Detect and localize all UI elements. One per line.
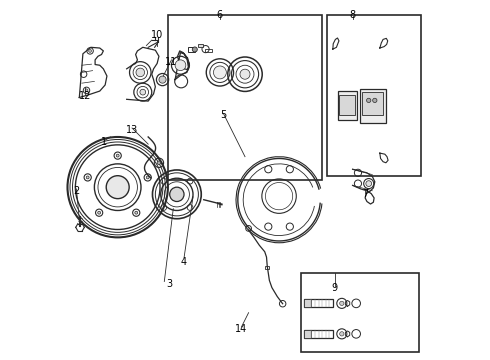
Circle shape bbox=[159, 76, 166, 83]
Text: 11: 11 bbox=[165, 57, 177, 67]
Circle shape bbox=[367, 98, 371, 103]
Circle shape bbox=[192, 47, 197, 52]
Circle shape bbox=[106, 176, 129, 199]
Circle shape bbox=[116, 154, 119, 157]
Text: 6: 6 bbox=[217, 10, 223, 20]
Circle shape bbox=[170, 187, 184, 202]
Circle shape bbox=[214, 66, 226, 79]
Bar bbox=[338, 91, 357, 120]
Circle shape bbox=[89, 49, 92, 52]
Circle shape bbox=[157, 161, 161, 165]
Text: 4: 4 bbox=[181, 257, 187, 267]
Bar bbox=[304, 330, 333, 338]
Bar bbox=[304, 300, 333, 307]
Circle shape bbox=[340, 301, 344, 306]
Bar bbox=[362, 92, 383, 116]
Circle shape bbox=[140, 89, 146, 95]
Circle shape bbox=[340, 332, 344, 336]
Bar bbox=[327, 15, 421, 176]
Circle shape bbox=[373, 98, 377, 103]
Text: 2: 2 bbox=[74, 186, 79, 196]
Text: 1: 1 bbox=[101, 138, 107, 147]
Text: 14: 14 bbox=[235, 324, 247, 334]
Text: 9: 9 bbox=[332, 283, 338, 293]
Bar bbox=[339, 95, 355, 116]
Text: 10: 10 bbox=[151, 30, 163, 40]
Bar bbox=[198, 44, 203, 47]
Circle shape bbox=[175, 60, 186, 71]
Circle shape bbox=[136, 68, 145, 77]
Text: 8: 8 bbox=[349, 10, 356, 20]
Text: 7: 7 bbox=[362, 189, 368, 199]
Bar bbox=[168, 15, 322, 180]
Text: 3: 3 bbox=[167, 279, 173, 289]
Circle shape bbox=[147, 176, 149, 179]
Circle shape bbox=[86, 176, 89, 179]
Bar bbox=[266, 266, 269, 269]
Bar bbox=[360, 89, 386, 123]
Circle shape bbox=[135, 211, 138, 214]
Bar bbox=[304, 300, 311, 307]
Text: 12: 12 bbox=[79, 91, 92, 101]
Circle shape bbox=[366, 181, 371, 186]
Bar bbox=[188, 47, 195, 51]
Circle shape bbox=[85, 89, 88, 92]
Circle shape bbox=[98, 211, 100, 214]
Text: 5: 5 bbox=[220, 111, 226, 121]
Bar bbox=[300, 273, 419, 352]
Text: 13: 13 bbox=[126, 125, 138, 135]
Bar bbox=[304, 330, 311, 338]
Bar bbox=[205, 49, 212, 51]
Circle shape bbox=[240, 69, 250, 79]
